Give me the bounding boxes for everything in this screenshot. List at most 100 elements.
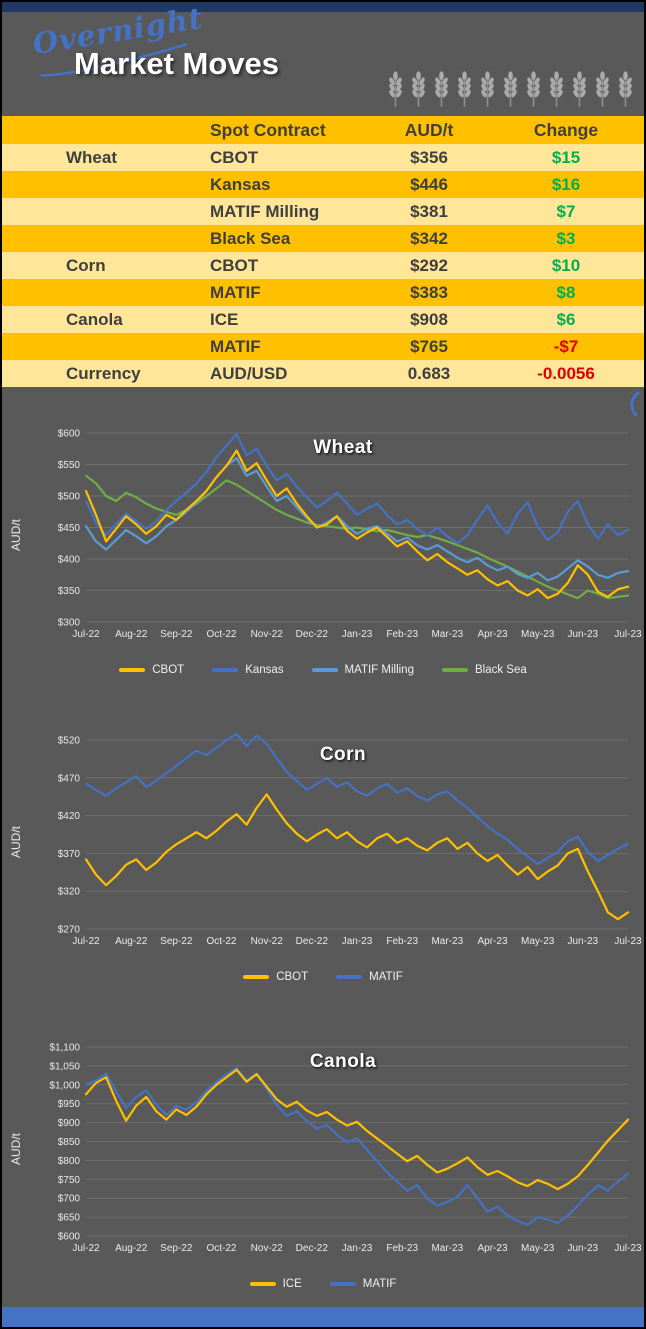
wheat-icon (596, 71, 609, 107)
legend-swatch (119, 668, 146, 672)
contract-label: MATIF (210, 336, 261, 356)
wheat-icon-row (387, 70, 634, 108)
change-value: -0.0056 (537, 363, 595, 383)
price-value: $908 (410, 309, 448, 329)
svg-text:$420: $420 (58, 811, 81, 822)
table-row: Kansas $446 $16 (2, 171, 644, 198)
bottom-accent-bar (2, 1307, 644, 1327)
legend-swatch (329, 1282, 356, 1286)
price-value: $342 (410, 228, 448, 248)
svg-text:$900: $900 (58, 1118, 81, 1129)
svg-text:$1,050: $1,050 (49, 1061, 80, 1072)
legend-item: ICE (249, 1278, 302, 1290)
svg-text:$800: $800 (58, 1156, 81, 1167)
price-value: $446 (410, 174, 448, 194)
price-value: $383 (410, 282, 448, 302)
column-header-contract: Spot Contract (210, 119, 326, 140)
overnight-flourish-icon (40, 43, 188, 77)
svg-text:Dec-22: Dec-22 (296, 629, 329, 640)
svg-text:Feb-23: Feb-23 (386, 629, 418, 640)
svg-text:Dec-22: Dec-22 (296, 936, 329, 947)
chart-legend: CBOT MATIF (2, 971, 644, 983)
chart-legend: CBOT Kansas MATIF Milling Black Sea (2, 664, 644, 676)
y-axis-label: AUD/t (9, 1132, 23, 1165)
top-accent-bar (2, 2, 644, 12)
svg-text:Apr-23: Apr-23 (477, 1243, 507, 1254)
svg-text:$400: $400 (58, 555, 81, 566)
chart-body: AUD/t $300 $350 $400 $450 $500 $550 $600 Jul-22… (2, 427, 644, 642)
chart-section-corn: Corn AUD/t $270 $320 $370 $420 $470 $520 Jul-2… (2, 694, 644, 1001)
wheat-icon (412, 71, 425, 107)
price-value: 0.683 (407, 363, 451, 383)
legend-swatch (311, 668, 338, 672)
table-row: Currency AUD/USD 0.683 -0.0056 (2, 360, 644, 387)
svg-text:Nov-22: Nov-22 (251, 936, 284, 947)
chart-title: Canola (309, 1051, 377, 1072)
charts-area: Wheat AUD/t $300 $350 $400 $450 $500 $550 $600… (2, 387, 644, 1308)
contract-label: MATIF Milling (210, 201, 320, 221)
svg-text:Nov-22: Nov-22 (251, 629, 284, 640)
wheat-icon (550, 71, 563, 107)
svg-text:Apr-23: Apr-23 (477, 936, 507, 947)
svg-text:$350: $350 (58, 586, 81, 597)
legend-label: Kansas (245, 664, 284, 676)
table-row: MATIF $383 $8 (2, 279, 644, 306)
svg-text:$600: $600 (58, 1232, 81, 1243)
svg-text:$270: $270 (58, 925, 81, 936)
svg-text:Apr-23: Apr-23 (477, 629, 507, 640)
svg-text:$1,000: $1,000 (49, 1080, 80, 1091)
svg-text:$950: $950 (58, 1099, 81, 1110)
svg-text:$850: $850 (58, 1137, 81, 1148)
y-axis-label: AUD/t (9, 518, 23, 551)
svg-text:May-23: May-23 (521, 629, 555, 640)
legend-label: CBOT (276, 971, 309, 983)
legend-label: MATIF (362, 1278, 397, 1290)
wheat-icon (389, 71, 402, 107)
svg-text:$520: $520 (58, 736, 81, 747)
table-rows: Wheat CBOT $356 $15 Kansas $446 $16 MATI… (2, 144, 644, 387)
contract-label: CBOT (210, 255, 259, 275)
svg-text:Jun-23: Jun-23 (568, 936, 599, 947)
change-value: $8 (556, 282, 576, 302)
svg-text:Sep-22: Sep-22 (160, 629, 193, 640)
report-header: Overnight Market Moves (2, 2, 644, 116)
svg-text:Oct-22: Oct-22 (206, 1243, 236, 1254)
svg-text:Sep-22: Sep-22 (160, 1243, 193, 1254)
table-row: Canola ICE $908 $6 (2, 306, 644, 333)
svg-text:$600: $600 (58, 429, 81, 440)
legend-item: MATIF Milling (311, 664, 414, 676)
wheat-icon (504, 71, 517, 107)
commodity-label: Corn (66, 255, 106, 275)
contract-label: CBOT (210, 147, 259, 167)
legend-swatch (441, 668, 468, 672)
change-value: $7 (556, 201, 576, 221)
svg-text:$450: $450 (58, 523, 81, 534)
change-value: $10 (551, 255, 581, 275)
wheat-icon (458, 71, 471, 107)
price-value: $381 (410, 201, 448, 221)
svg-text:May-23: May-23 (521, 936, 555, 947)
change-value: $3 (556, 228, 576, 248)
svg-text:May-23: May-23 (521, 1243, 555, 1254)
legend-swatch (336, 975, 363, 979)
svg-text:$550: $550 (58, 460, 81, 471)
chart-section-wheat: Wheat AUD/t $300 $350 $400 $450 $500 $550 $600… (2, 387, 644, 694)
table-row: Corn CBOT $292 $10 (2, 252, 644, 279)
svg-text:Aug-22: Aug-22 (115, 629, 148, 640)
contract-label: AUD/USD (210, 363, 288, 383)
svg-text:Mar-23: Mar-23 (431, 936, 463, 947)
svg-text:Mar-23: Mar-23 (431, 1243, 463, 1254)
market-moves-table: Spot Contract AUD/t Change Wheat CBOT $3… (2, 116, 644, 387)
contract-label: Black Sea (210, 228, 291, 248)
legend-item: CBOT (243, 971, 308, 983)
change-value: -$7 (553, 336, 579, 356)
svg-text:$500: $500 (58, 492, 81, 503)
legend-swatch (249, 1282, 276, 1286)
legend-item: MATIF (336, 971, 403, 983)
svg-text:Sep-22: Sep-22 (160, 936, 193, 947)
legend-label: MATIF Milling (344, 664, 414, 676)
svg-text:$1,100: $1,100 (49, 1043, 80, 1054)
svg-text:Jan-23: Jan-23 (342, 1243, 373, 1254)
svg-text:$470: $470 (58, 773, 81, 784)
legend-swatch (243, 975, 270, 979)
